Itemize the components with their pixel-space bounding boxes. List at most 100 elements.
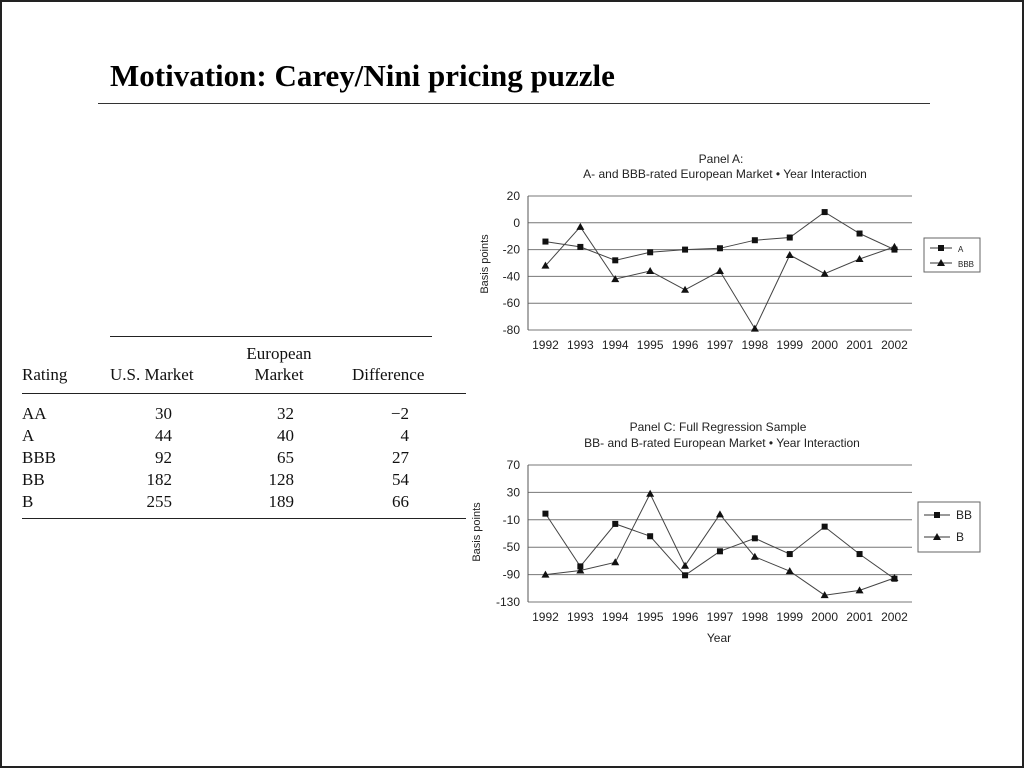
chart0-point-BBB <box>855 254 864 262</box>
chart1-legend-marker <box>934 512 940 518</box>
chart0-x-tick-label: 1998 <box>741 338 768 352</box>
table-cell-diff: 27 <box>392 448 409 467</box>
chart0-point-BBB <box>750 324 759 332</box>
table-cell-diff: −2 <box>390 404 409 423</box>
chart0-point-A <box>856 230 863 237</box>
chart1-x-tick-label: 2001 <box>846 610 873 624</box>
chart1-x-tick-label: 1994 <box>602 610 629 624</box>
header-difference: Difference <box>352 365 425 384</box>
table-cell-rating: A <box>22 426 35 445</box>
chart1-x-tick-label: 1996 <box>672 610 699 624</box>
chart0-point-A <box>786 234 793 241</box>
chart0-legend-marker <box>937 259 945 266</box>
chart0-point-A <box>682 246 689 253</box>
header-european-line1: European <box>246 344 312 363</box>
chart1-point-BB <box>786 551 793 558</box>
panel-a-subtitle: A- and BBB-rated European Market • Year … <box>583 167 867 181</box>
chart0-legend-label: BBB <box>958 260 974 269</box>
table-cell-eu: 40 <box>277 426 294 445</box>
chart1-point-BB <box>716 548 723 555</box>
table-cell-eu: 65 <box>277 448 294 467</box>
panel-c-ylabel: Basis points <box>471 502 483 562</box>
chart0-y-tick-label: 20 <box>507 189 521 203</box>
panel-a-ylabel: Basis points <box>479 234 491 294</box>
chart0-point-A <box>577 243 584 250</box>
chart1-point-B <box>785 567 794 575</box>
table-cell-eu: 32 <box>277 404 294 423</box>
chart1-legend-label: B <box>956 530 964 544</box>
table-cell-eu: 128 <box>268 470 295 489</box>
chart1-point-BB <box>577 563 584 570</box>
panel-c-svg: Panel C: Full Regression Sample BB- and … <box>471 420 981 645</box>
header-european-line2: Market <box>254 365 304 384</box>
chart1-legend-label: BB <box>956 508 972 522</box>
chart1-point-B <box>855 586 864 594</box>
header-rating: Rating <box>22 365 68 384</box>
chart0-point-A <box>751 237 758 244</box>
chart0-legend-label: A <box>958 245 964 254</box>
table-cell-us: 182 <box>146 470 173 489</box>
table-cell-diff: 66 <box>392 492 409 511</box>
chart1-x-tick-label: 1995 <box>637 610 664 624</box>
chart1-point-BB <box>682 572 689 579</box>
header-us-market: U.S. Market <box>110 365 194 384</box>
table-cell-us: 92 <box>155 448 172 467</box>
chart0-point-BBB <box>646 267 655 275</box>
chart1-x-tick-label: 1998 <box>741 610 768 624</box>
chart1-point-B <box>541 570 550 578</box>
table-cell-rating: BBB <box>22 448 57 467</box>
chart1-point-B <box>681 561 690 569</box>
table-cell-rating: B <box>22 492 34 511</box>
chart0-x-tick-label: 1994 <box>602 338 629 352</box>
chart0-x-tick-label: 2002 <box>881 338 908 352</box>
chart0-point-BBB <box>611 275 620 283</box>
chart1-y-tick-label: -50 <box>503 540 521 554</box>
chart1-x-tick-label: 2000 <box>811 610 838 624</box>
chart0-series-line-BBB <box>545 225 895 330</box>
chart1-y-tick-label: 30 <box>507 485 521 499</box>
chart0-legend-marker <box>938 245 944 251</box>
chart1-point-B <box>820 591 829 599</box>
chart1-x-tick-label: 1999 <box>776 610 803 624</box>
table-cell-diff: 4 <box>400 426 410 445</box>
chart1-x-tick-label: 1993 <box>567 610 594 624</box>
chart1-y-tick-label: -10 <box>503 513 521 527</box>
chart0-point-BBB <box>576 222 585 230</box>
chart1-point-B <box>611 558 620 566</box>
chart1-y-tick-label: 70 <box>507 458 521 472</box>
chart0-y-tick-label: 0 <box>513 216 520 230</box>
panel-a-svg: Panel A: A- and BBB-rated European Marke… <box>479 152 981 352</box>
chart0-point-A <box>821 209 828 216</box>
chart1-point-B <box>890 574 899 582</box>
chart0-x-tick-label: 2001 <box>846 338 873 352</box>
chart1-point-B <box>646 489 655 497</box>
chart1-series-line-BB <box>545 513 895 580</box>
chart0-x-tick-label: 1997 <box>707 338 734 352</box>
table-cell-rating: AA <box>22 404 47 423</box>
panel-a-title: Panel A: <box>699 152 744 166</box>
table-cell-rating: BB <box>22 470 45 489</box>
chart1-x-tick-label: 1992 <box>532 610 559 624</box>
chart1-x-tick-label: 2002 <box>881 610 908 624</box>
chart1-point-BB <box>647 533 654 540</box>
chart1-y-tick-label: -90 <box>503 568 521 582</box>
chart0-x-tick-label: 1999 <box>776 338 803 352</box>
chart0-point-A <box>716 245 723 252</box>
chart0-point-BBB <box>890 242 899 250</box>
chart0-point-BBB <box>785 250 794 258</box>
chart1-point-BB <box>856 551 863 558</box>
panel-c-xlabel: Year <box>707 631 731 645</box>
slide-title: Motivation: Carey/Nini pricing puzzle <box>110 58 615 93</box>
chart1-point-B <box>750 552 759 560</box>
title-underline <box>98 103 930 104</box>
chart1-point-BB <box>612 520 619 527</box>
panel-c-title: Panel C: Full Regression Sample <box>630 420 807 434</box>
chart1-point-BB <box>821 523 828 530</box>
panel-c-chart: Panel C: Full Regression Sample BB- and … <box>468 416 998 656</box>
table-cell-diff: 54 <box>392 470 409 489</box>
chart0-x-tick-label: 1992 <box>532 338 559 352</box>
chart1-y-tick-label: -130 <box>496 595 520 609</box>
chart0-y-tick-label: -40 <box>503 269 521 283</box>
chart1-point-B <box>715 510 724 518</box>
